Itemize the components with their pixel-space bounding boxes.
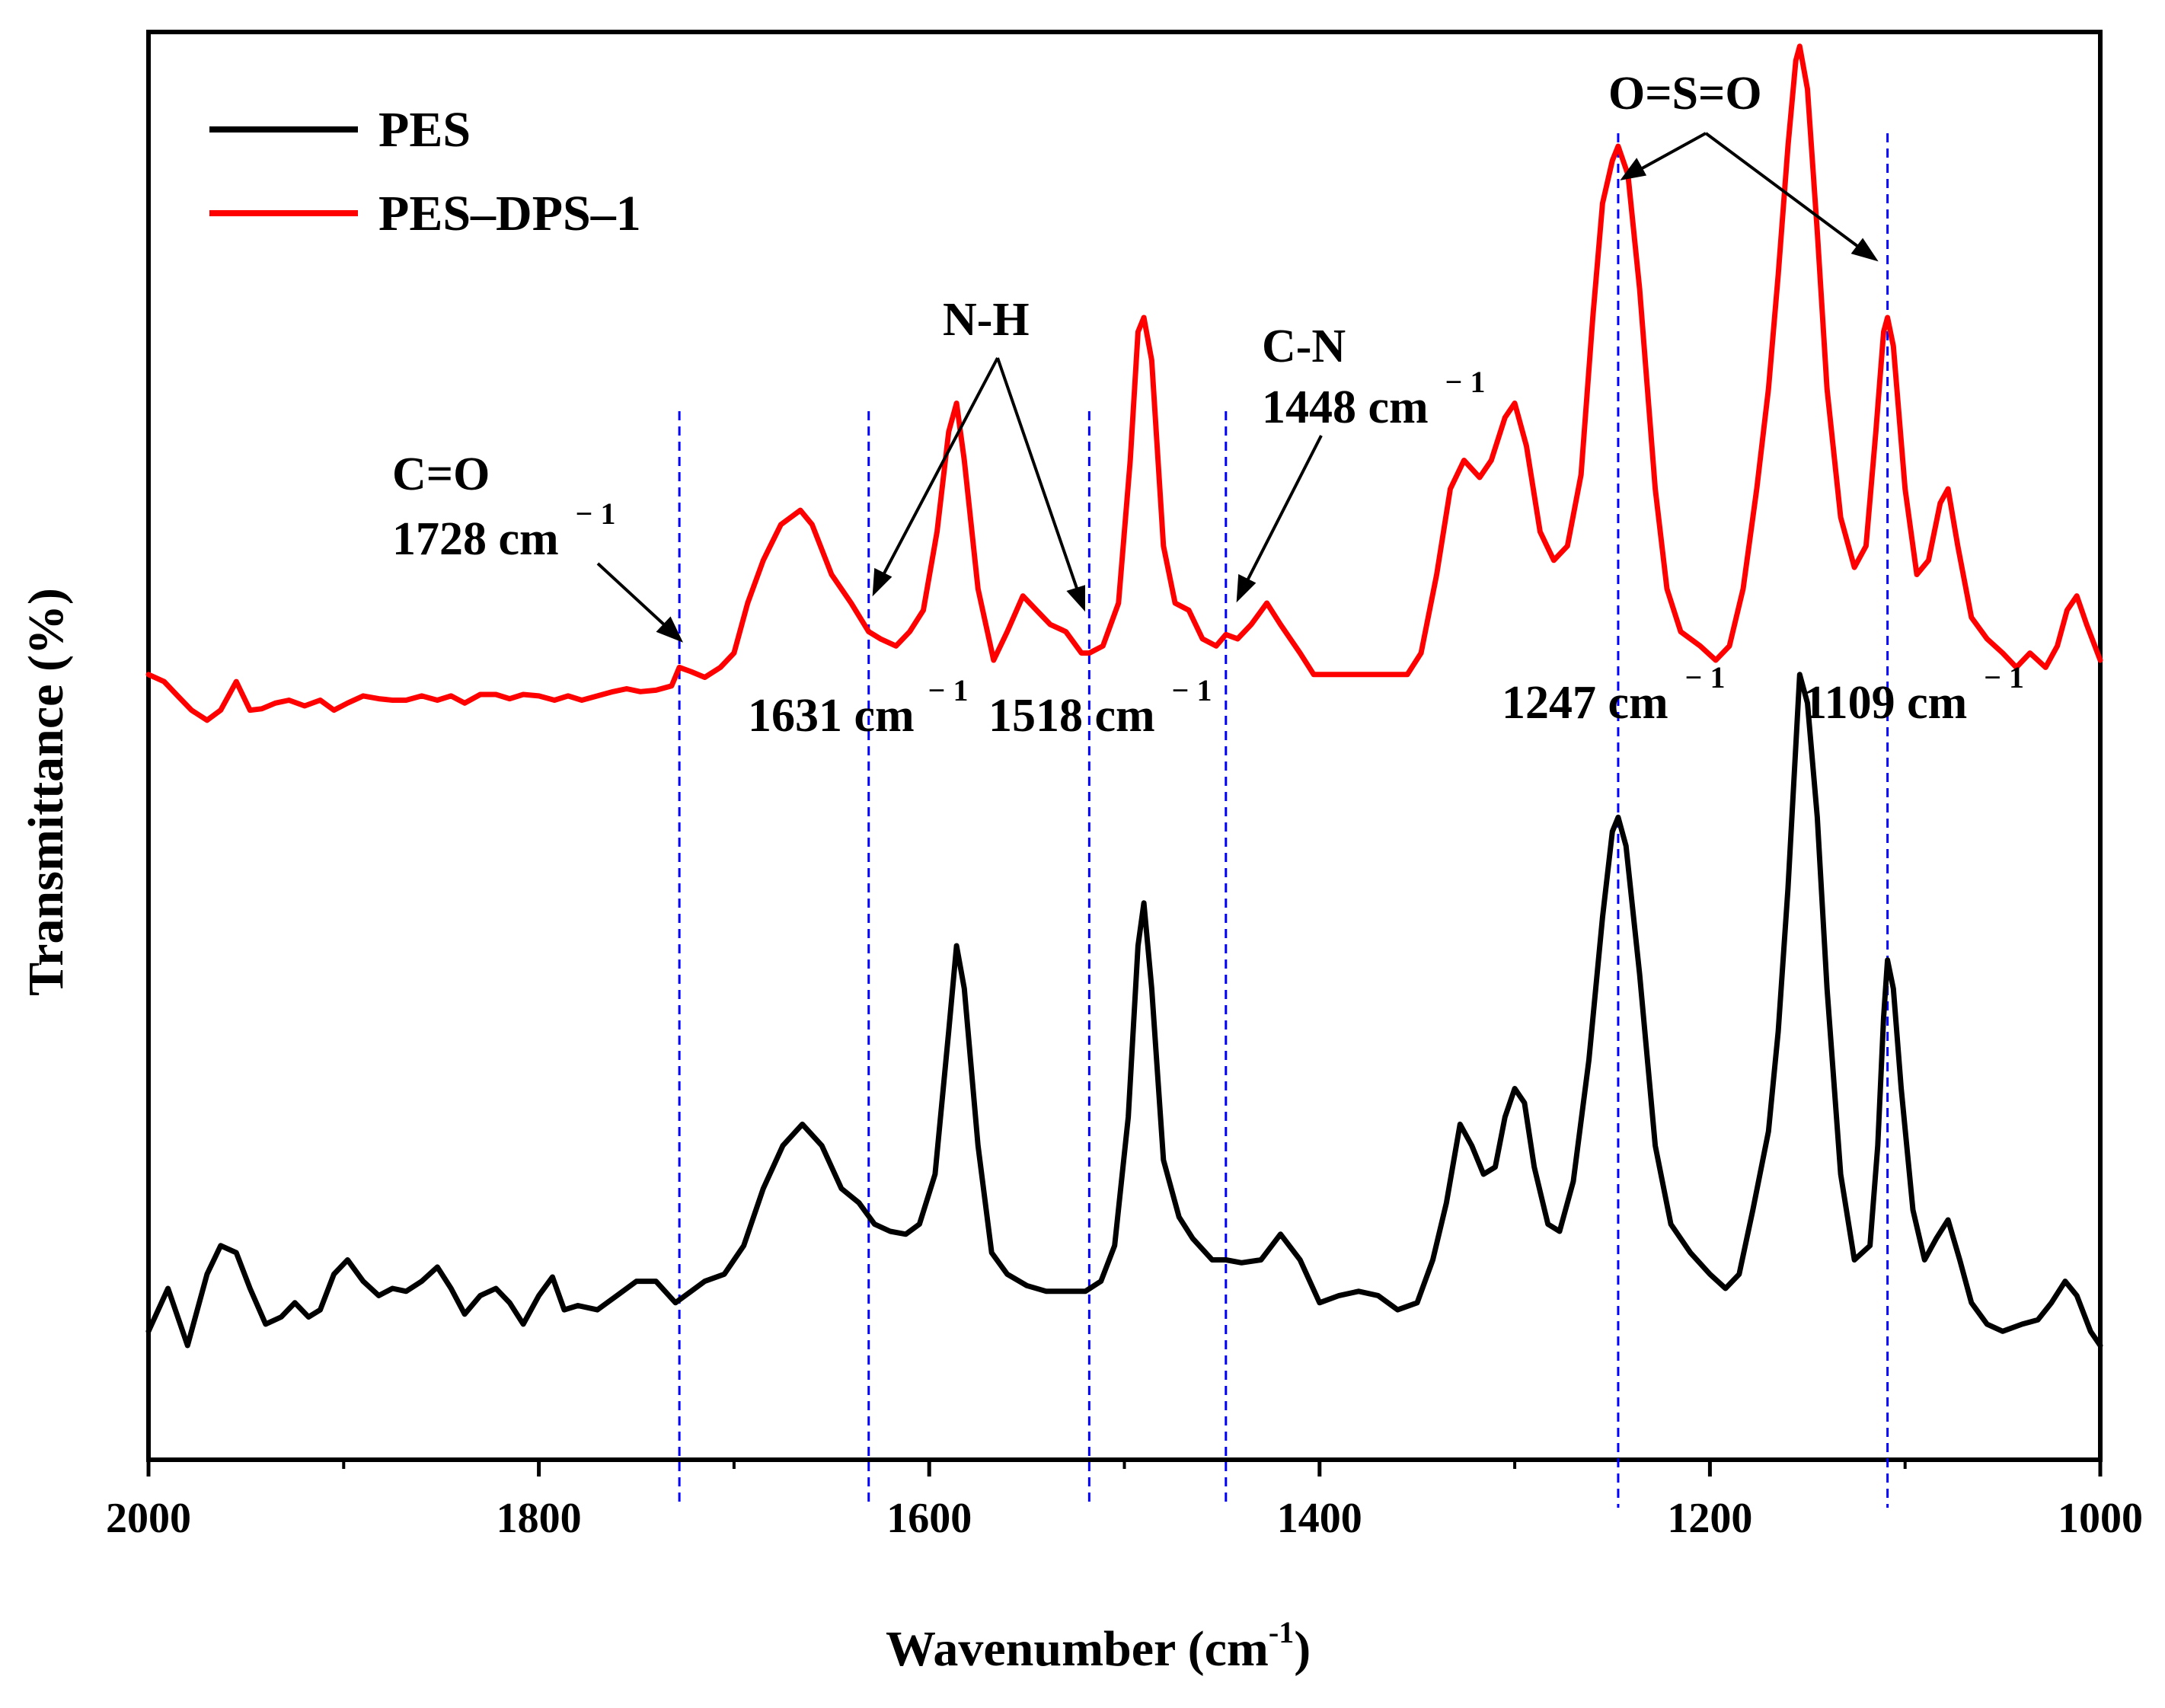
value-1518: 1518 cm − 1 (988, 673, 1212, 742)
x-tick-label-2000: 2000 (106, 1495, 191, 1542)
arrow-nh-1518-head (1066, 585, 1085, 612)
x-ticks: 2000 1800 1600 1400 1200 1000 (106, 1460, 2143, 1542)
arrow-co (596, 562, 678, 637)
arrow-co-head (656, 616, 684, 643)
value-1247: 1247 cm − 1 (1502, 660, 1725, 729)
label-oso: O=S=O (1608, 68, 1762, 120)
series-pes-dps-line (145, 43, 2103, 723)
plot-frame (146, 30, 2103, 1462)
series-layer (145, 43, 2103, 1349)
arrow-nh-1631 (876, 357, 999, 587)
label-co: C=O (392, 449, 490, 500)
legend-label-pes: PES (378, 102, 471, 158)
x-tick-label-1800: 1800 (497, 1495, 582, 1542)
arrow-nh-1631-head (872, 567, 893, 597)
y-axis-title: Transmittance (%) (18, 588, 74, 996)
x-axis-title: Wavenumber (cm-1) (886, 1615, 1311, 1677)
arrow-oso-1109-head (1850, 238, 1879, 262)
x-tick-label-1000: 1000 (2058, 1495, 2143, 1542)
label-nh: N-H (943, 294, 1030, 346)
series-pes-line (145, 672, 2103, 1349)
arrow-nh-1518 (996, 357, 1083, 602)
x-tick-label-1600: 1600 (886, 1495, 972, 1542)
label-cn: C-N (1262, 321, 1346, 372)
arrow-cn-head (1236, 573, 1257, 603)
arrow-cn (1240, 435, 1323, 593)
annotation-arrows (596, 132, 1879, 643)
legend: PES PES–DPS–1 (209, 102, 641, 241)
value-1109: 1109 cm − 1 (1803, 660, 2024, 729)
x-tick-label-1200: 1200 (1667, 1495, 1752, 1542)
value-co: 1728 cm − 1 (392, 496, 615, 565)
value-1631: 1631 cm − 1 (748, 673, 968, 742)
arrow-oso-1247-head (1620, 158, 1647, 180)
arrow-oso-1109 (1704, 132, 1871, 257)
value-cn: 1448 cm − 1 (1262, 365, 1485, 433)
annotation-labels: C=O 1728 cm − 1 N-H 1631 cm − 1 1518 cm − 1… (392, 68, 2024, 742)
x-tick-label-1400: 1400 (1277, 1495, 1362, 1542)
legend-label-pes-dps: PES–DPS–1 (378, 186, 641, 241)
